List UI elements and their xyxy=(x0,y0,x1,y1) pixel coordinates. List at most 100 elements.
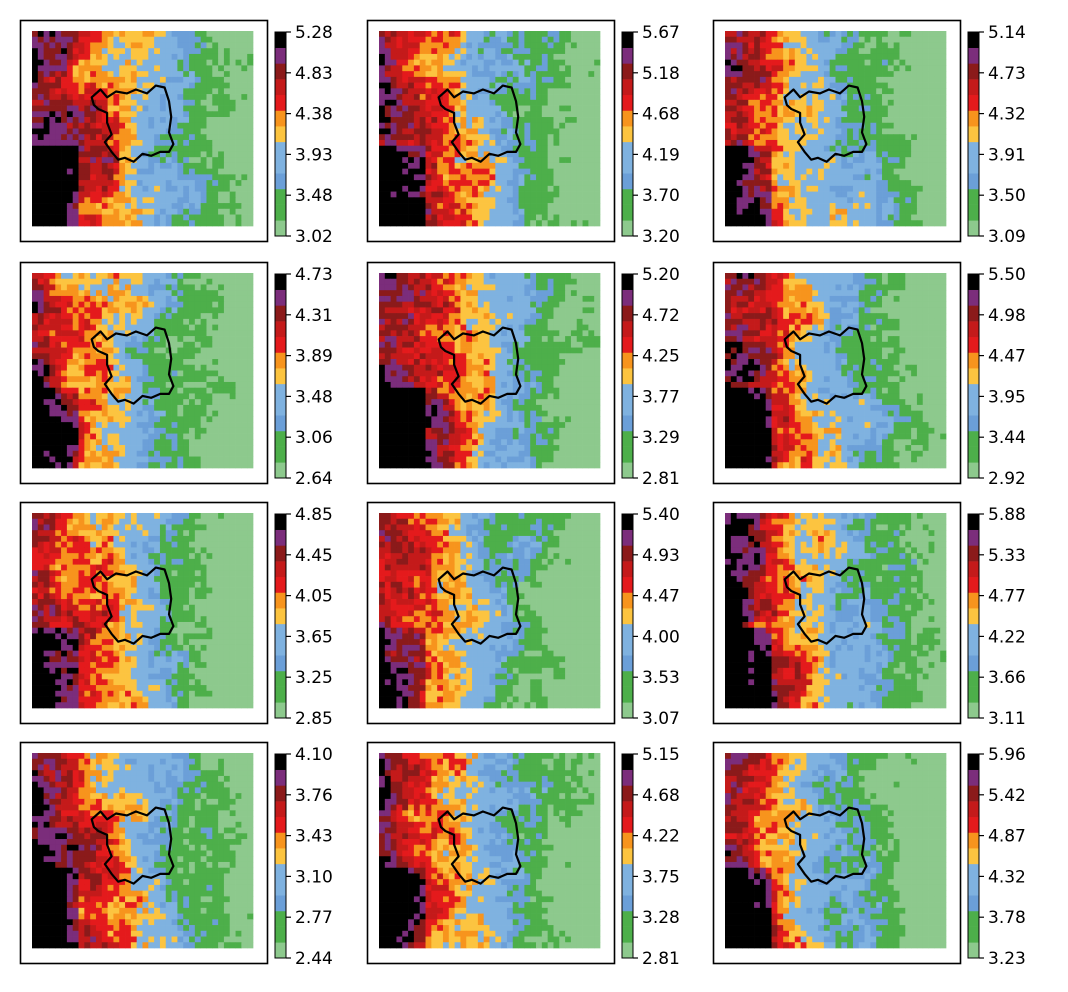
heatmap-cell xyxy=(765,48,772,55)
heatmap-cell xyxy=(829,71,836,78)
heatmap-cell xyxy=(130,65,138,72)
heatmap-cell xyxy=(582,36,589,43)
heatmap-cell xyxy=(148,324,155,331)
heatmap-cell xyxy=(241,370,248,377)
heatmap-cell xyxy=(61,59,68,66)
heatmap-cell xyxy=(171,76,178,83)
heatmap-cell xyxy=(466,203,473,210)
heatmap-cell xyxy=(841,180,848,187)
heatmap-cell xyxy=(864,185,871,192)
heatmap-cell xyxy=(742,99,749,106)
heatmap-cell xyxy=(235,59,242,66)
heatmap-cell xyxy=(37,370,44,377)
heatmap-cell xyxy=(518,117,525,124)
heatmap-cell xyxy=(425,162,432,169)
heatmap-cell xyxy=(229,203,236,210)
heatmap-cell xyxy=(61,180,68,187)
heatmap-cell xyxy=(396,134,403,141)
heatmap-cell xyxy=(235,180,242,187)
heatmap-cell xyxy=(413,65,421,72)
heatmap-cell xyxy=(113,364,120,371)
heatmap-cell xyxy=(183,359,190,366)
heatmap-cell xyxy=(183,88,190,95)
heatmap-cell xyxy=(765,59,772,66)
heatmap-cell xyxy=(754,94,761,101)
heatmap-cell xyxy=(905,99,912,106)
heatmap-cell xyxy=(876,162,883,169)
heatmap-cell xyxy=(159,139,167,147)
heatmap-cell xyxy=(788,65,796,72)
heatmap-cell xyxy=(882,139,889,147)
heatmap-cell xyxy=(72,71,79,78)
heatmap-cell xyxy=(870,134,877,141)
heatmap-cell xyxy=(466,88,473,95)
heatmap-cell xyxy=(852,117,860,124)
heatmap-cell xyxy=(501,174,508,181)
heatmap-cell xyxy=(565,94,572,101)
heatmap-cell xyxy=(72,307,79,314)
heatmap-cell xyxy=(107,191,114,198)
heatmap-cell xyxy=(119,162,126,169)
heatmap-cell xyxy=(559,76,566,83)
heatmap-cell xyxy=(107,36,114,43)
heatmap-cell xyxy=(43,76,50,83)
heatmap-cell xyxy=(235,197,242,204)
heatmap-cell xyxy=(247,318,254,325)
heatmap-cell xyxy=(818,203,825,210)
heatmap-cell xyxy=(794,36,801,43)
heatmap-cell xyxy=(870,139,877,147)
heatmap-cell xyxy=(725,203,732,210)
heatmap-cell xyxy=(32,94,39,101)
heatmap-cell xyxy=(582,105,589,112)
heatmap-cell xyxy=(431,174,438,181)
heatmap-cell xyxy=(101,399,108,406)
heatmap-cell xyxy=(37,273,44,280)
heatmap-cell xyxy=(235,139,242,147)
heatmap-cell xyxy=(882,42,889,49)
heatmap-cell xyxy=(536,145,543,152)
heatmap-cell xyxy=(61,117,68,124)
heatmap-cell xyxy=(66,134,74,141)
heatmap-cell xyxy=(113,111,120,118)
heatmap-cell xyxy=(852,139,860,147)
heatmap-cell xyxy=(454,122,461,129)
heatmap-cell xyxy=(477,71,485,78)
heatmap-cell xyxy=(247,151,254,158)
heatmap-cell xyxy=(841,111,848,118)
heatmap-cell xyxy=(829,59,836,66)
heatmap-cell xyxy=(55,364,62,371)
heatmap-cell xyxy=(154,273,161,280)
heatmap-cell xyxy=(200,76,207,83)
heatmap-cell xyxy=(759,220,767,227)
heatmap-cell xyxy=(777,214,784,221)
heatmap-cell xyxy=(442,99,450,106)
heatmap-cell xyxy=(154,151,161,158)
heatmap-cell xyxy=(887,174,895,181)
heatmap-cell xyxy=(61,278,68,285)
heatmap-cell xyxy=(477,197,485,204)
heatmap-cell xyxy=(748,139,755,147)
heatmap-cell xyxy=(402,203,409,210)
heatmap-cell xyxy=(893,99,900,106)
heatmap-cell xyxy=(113,341,120,348)
heatmap-cell xyxy=(113,162,120,169)
heatmap-cell xyxy=(759,197,767,204)
heatmap-cell xyxy=(212,197,219,204)
heatmap-cell xyxy=(142,273,149,280)
heatmap-cell xyxy=(437,111,444,118)
heatmap-cell xyxy=(37,59,44,66)
heatmap-cell xyxy=(736,111,743,118)
heatmap-cell xyxy=(783,128,790,135)
heatmap-cell xyxy=(864,111,871,118)
heatmap-cell xyxy=(530,53,537,61)
heatmap-cell xyxy=(413,134,421,141)
heatmap-cell xyxy=(390,220,397,227)
heatmap-cell xyxy=(887,59,895,66)
heatmap-cell xyxy=(806,168,813,175)
heatmap-cell xyxy=(78,65,85,72)
heatmap-cell xyxy=(771,168,778,175)
heatmap-cell xyxy=(142,168,149,175)
heatmap-cell xyxy=(413,157,421,164)
heatmap-cell xyxy=(37,157,44,164)
heatmap-cell xyxy=(154,168,161,175)
